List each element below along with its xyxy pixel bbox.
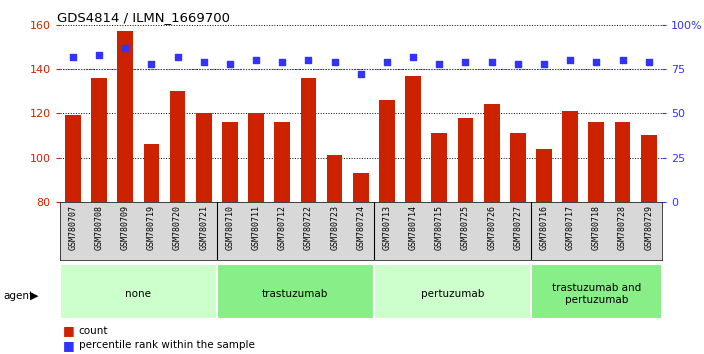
Bar: [510, 133, 526, 202]
Point: [329, 59, 340, 65]
Point: [68, 54, 79, 59]
Bar: [531, 264, 662, 319]
Text: GSM780726: GSM780726: [487, 205, 496, 250]
Bar: [301, 78, 316, 202]
Bar: [458, 118, 473, 202]
Text: trastuzumab and
pertuzumab: trastuzumab and pertuzumab: [552, 283, 641, 305]
Point: [251, 57, 262, 63]
Text: pertuzumab: pertuzumab: [421, 289, 484, 299]
Point: [198, 59, 209, 65]
Bar: [562, 111, 578, 202]
Point: [277, 59, 288, 65]
Bar: [144, 144, 159, 202]
Bar: [615, 122, 630, 202]
Text: ▶: ▶: [30, 291, 39, 301]
Bar: [406, 76, 421, 202]
Point: [225, 61, 236, 67]
Bar: [275, 122, 290, 202]
Text: GSM780722: GSM780722: [304, 205, 313, 250]
Text: GSM780715: GSM780715: [435, 205, 444, 250]
Text: GSM780711: GSM780711: [251, 205, 260, 250]
Point: [303, 57, 314, 63]
Point: [539, 61, 550, 67]
Text: agent: agent: [4, 291, 34, 301]
Text: ■: ■: [63, 339, 75, 352]
Point: [120, 45, 131, 51]
Text: percentile rank within the sample: percentile rank within the sample: [79, 340, 255, 350]
Bar: [374, 264, 531, 319]
Text: GSM780719: GSM780719: [147, 205, 156, 250]
Text: trastuzumab: trastuzumab: [262, 289, 329, 299]
Text: GSM780714: GSM780714: [408, 205, 417, 250]
Bar: [222, 122, 238, 202]
Point: [460, 59, 471, 65]
Text: GSM780713: GSM780713: [382, 205, 391, 250]
Text: GSM780710: GSM780710: [225, 205, 234, 250]
Bar: [484, 104, 500, 202]
Point: [513, 61, 524, 67]
Bar: [641, 135, 657, 202]
Bar: [327, 155, 342, 202]
Text: GSM780717: GSM780717: [565, 205, 574, 250]
Text: GSM780712: GSM780712: [278, 205, 287, 250]
Bar: [196, 113, 212, 202]
Text: none: none: [125, 289, 151, 299]
Point: [146, 61, 157, 67]
Point: [643, 59, 654, 65]
Text: GSM780709: GSM780709: [121, 205, 130, 250]
Bar: [217, 264, 374, 319]
Point: [94, 52, 105, 58]
Bar: [118, 32, 133, 202]
Text: GSM780727: GSM780727: [513, 205, 522, 250]
Text: GSM780728: GSM780728: [618, 205, 627, 250]
Text: ■: ■: [63, 325, 75, 337]
Text: GSM780720: GSM780720: [173, 205, 182, 250]
Point: [408, 54, 419, 59]
Point: [565, 57, 576, 63]
Bar: [589, 122, 604, 202]
Text: GSM780721: GSM780721: [199, 205, 208, 250]
Point: [382, 59, 393, 65]
Bar: [92, 78, 107, 202]
Bar: [379, 100, 395, 202]
Text: GSM780708: GSM780708: [94, 205, 103, 250]
Text: GDS4814 / ILMN_1669700: GDS4814 / ILMN_1669700: [57, 11, 230, 24]
Text: count: count: [79, 326, 108, 336]
Point: [591, 59, 602, 65]
Text: GSM780707: GSM780707: [68, 205, 77, 250]
Bar: [536, 149, 552, 202]
Bar: [60, 264, 217, 319]
Point: [172, 54, 183, 59]
Bar: [353, 173, 369, 202]
Point: [434, 61, 445, 67]
Text: GSM780725: GSM780725: [461, 205, 470, 250]
Point: [355, 72, 366, 77]
Text: GSM780724: GSM780724: [356, 205, 365, 250]
Bar: [249, 113, 264, 202]
Point: [617, 57, 628, 63]
Point: [486, 59, 497, 65]
Text: GSM780723: GSM780723: [330, 205, 339, 250]
Text: GSM780729: GSM780729: [644, 205, 653, 250]
Bar: [170, 91, 185, 202]
Bar: [432, 133, 447, 202]
Bar: [65, 115, 81, 202]
Text: GSM780718: GSM780718: [592, 205, 601, 250]
Text: GSM780716: GSM780716: [539, 205, 548, 250]
